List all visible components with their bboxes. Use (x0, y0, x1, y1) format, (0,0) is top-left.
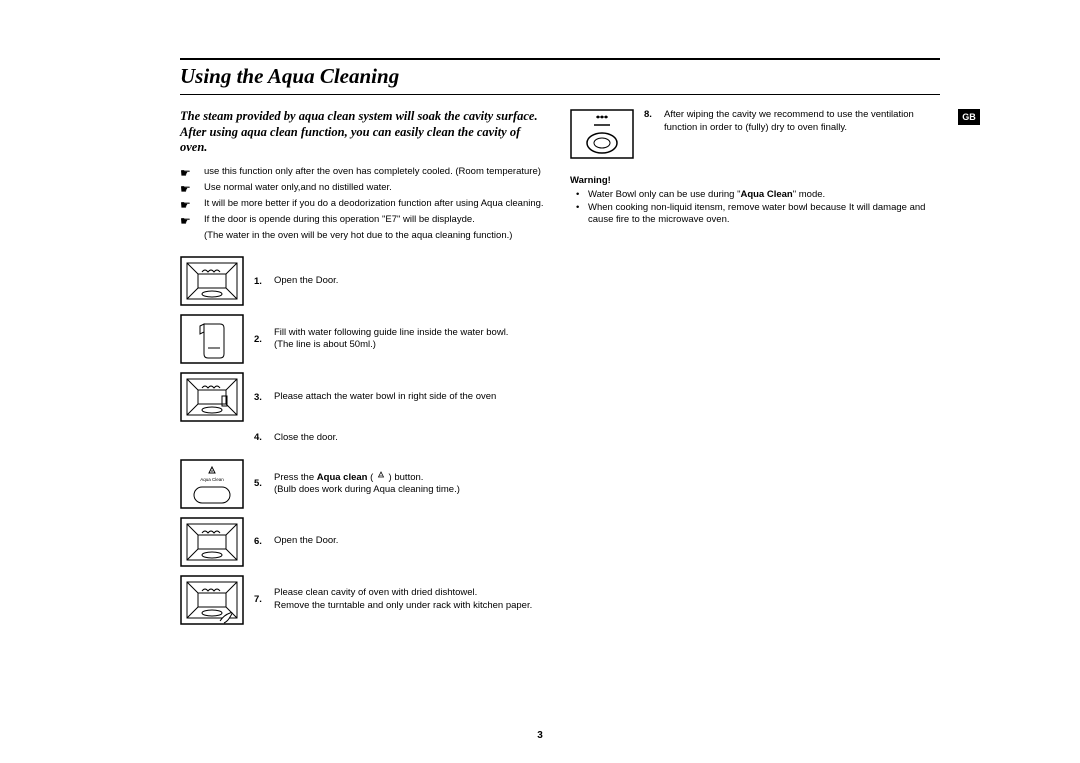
step-text: Please attach the water bowl in right si… (274, 391, 496, 403)
step-text: Open the Door. (274, 535, 338, 547)
step-row: 2. Fill with water following guide line … (180, 314, 546, 364)
right-column: GB 8. After wiping the cavity we recomme… (570, 109, 940, 632)
step-figure-oven (180, 517, 244, 567)
warning-text: When cooking non-liquid itensm, remove w… (588, 202, 940, 227)
pointer-icon: ☛ (180, 198, 204, 212)
svg-text:Aqua Clean: Aqua Clean (200, 477, 224, 482)
top-rule (180, 58, 940, 60)
step-number: 1. (254, 276, 268, 287)
step-row: 4. Close the door. (180, 430, 546, 444)
bullet-text: use this function only after the oven ha… (204, 166, 541, 178)
pointer-icon: ☛ (180, 182, 204, 196)
page-title: Using the Aqua Cleaning (180, 64, 940, 92)
step-number: 8. (644, 109, 658, 120)
steps-list: 1. Open the Door. 2. Fill with water fol… (180, 256, 546, 624)
bullet-item: ☛ If the door is opende during this oper… (180, 214, 546, 228)
warning-list: • Water Bowl only can be use during "Aqu… (570, 189, 940, 226)
step-figure-button: Aqua Clean (180, 459, 244, 509)
step-text: Press the Aqua clean ( ) button. (Bulb d… (274, 471, 460, 497)
step-row: Aqua Clean 5. Press the Aqua clean ( ) b… (180, 459, 546, 509)
bullet-item: ☛ Use normal water only,and no distilled… (180, 182, 546, 196)
bullet-text: It will be more better if you do a deodo… (204, 198, 544, 210)
page-number: 3 (537, 730, 543, 741)
pointer-icon: ☛ (180, 166, 204, 180)
step-row: 8. After wiping the cavity we recommend … (570, 109, 940, 159)
step-figure-oven (180, 256, 244, 306)
step-text: Open the Door. (274, 275, 338, 287)
bullet-tail: (The water in the oven will be very hot … (204, 230, 546, 242)
step-number: 5. (254, 478, 268, 489)
step-row: 3. Please attach the water bowl in right… (180, 372, 546, 422)
warning-text: Water Bowl only can be use during "Aqua … (588, 189, 825, 201)
step-text: Please clean cavity of oven with dried d… (274, 587, 532, 612)
warning-item: • When cooking non-liquid itensm, remove… (570, 202, 940, 227)
step-row: 1. Open the Door. (180, 256, 546, 306)
two-column-layout: The steam provided by aqua clean system … (180, 109, 940, 632)
title-underline (180, 94, 940, 95)
bullet-dot-icon: • (570, 202, 588, 214)
bullet-text: If the door is opende during this operat… (204, 214, 475, 226)
bullet-item: ☛ It will be more better if you do a deo… (180, 198, 546, 212)
step-number: 3. (254, 392, 268, 403)
warning-heading: Warning! (570, 175, 940, 186)
step-number: 7. (254, 594, 268, 605)
intro-text: The steam provided by aqua clean system … (180, 109, 546, 156)
bullet-text: Use normal water only,and no distilled w… (204, 182, 392, 194)
step-text: Fill with water following guide line ins… (274, 327, 508, 352)
step-figure-oven (180, 372, 244, 422)
pointer-icon: ☛ (180, 214, 204, 228)
step-text: After wiping the cavity we recommend to … (664, 109, 940, 134)
step-figure-none (180, 430, 244, 444)
step-content: 8. After wiping the cavity we recommend … (644, 109, 940, 134)
step-figure-oven-hand (180, 575, 244, 625)
bullet-dot-icon: • (570, 189, 588, 201)
step-number: 6. (254, 536, 268, 547)
bullet-item: ☛ use this function only after the oven … (180, 166, 546, 180)
step-row: 6. Open the Door. (180, 517, 546, 567)
step-text: Close the door. (274, 432, 338, 444)
step-figure-bowl (180, 314, 244, 364)
bullet-list: ☛ use this function only after the oven … (180, 166, 546, 242)
left-column: The steam provided by aqua clean system … (180, 109, 546, 632)
step-number: 4. (254, 432, 268, 443)
language-badge: GB (958, 109, 980, 125)
step-figure-vent (570, 109, 634, 159)
warning-item: • Water Bowl only can be use during "Aqu… (570, 189, 940, 201)
step-number: 2. (254, 334, 268, 345)
step-row: 7. Please clean cavity of oven with drie… (180, 575, 546, 625)
